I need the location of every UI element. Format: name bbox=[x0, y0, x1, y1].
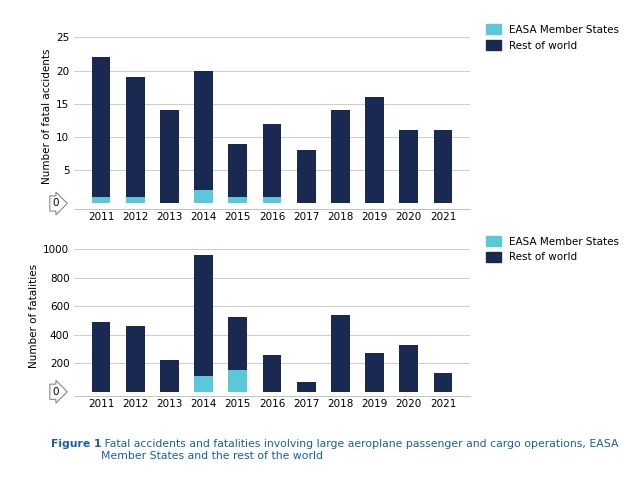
Text: Figure 1: Figure 1 bbox=[51, 439, 102, 449]
Bar bbox=[365, 97, 384, 204]
Bar bbox=[194, 71, 213, 190]
Bar bbox=[194, 376, 213, 392]
Bar bbox=[399, 345, 418, 392]
Bar bbox=[228, 197, 247, 204]
Bar bbox=[262, 124, 282, 197]
Text: Fatal accidents and fatalities involving large aeroplane passenger and cargo ope: Fatal accidents and fatalities involving… bbox=[101, 439, 619, 461]
Bar bbox=[228, 144, 247, 197]
Bar bbox=[92, 322, 111, 392]
Bar bbox=[433, 373, 452, 392]
Y-axis label: Number of fatalities: Number of fatalities bbox=[29, 264, 39, 368]
Bar bbox=[262, 197, 282, 204]
Bar bbox=[194, 255, 213, 376]
Legend: EASA Member States, Rest of world: EASA Member States, Rest of world bbox=[483, 20, 623, 55]
Bar bbox=[399, 131, 418, 204]
Bar bbox=[331, 110, 350, 204]
Bar bbox=[433, 131, 452, 204]
Legend: EASA Member States, Rest of world: EASA Member States, Rest of world bbox=[483, 232, 623, 266]
Bar bbox=[160, 360, 179, 392]
Bar bbox=[297, 382, 316, 392]
Y-axis label: Number of fatal accidents: Number of fatal accidents bbox=[42, 48, 52, 184]
Bar bbox=[297, 150, 316, 204]
Bar bbox=[365, 353, 384, 392]
Bar bbox=[92, 57, 111, 197]
Text: 0: 0 bbox=[52, 387, 59, 397]
Bar bbox=[228, 317, 247, 371]
Bar bbox=[126, 326, 145, 392]
Bar bbox=[228, 371, 247, 392]
Bar bbox=[126, 197, 145, 204]
Bar bbox=[160, 110, 179, 204]
Bar bbox=[194, 190, 213, 204]
Bar bbox=[262, 356, 282, 392]
Bar bbox=[331, 315, 350, 392]
Bar bbox=[92, 197, 111, 204]
Bar bbox=[126, 77, 145, 197]
Text: 0: 0 bbox=[52, 199, 59, 208]
